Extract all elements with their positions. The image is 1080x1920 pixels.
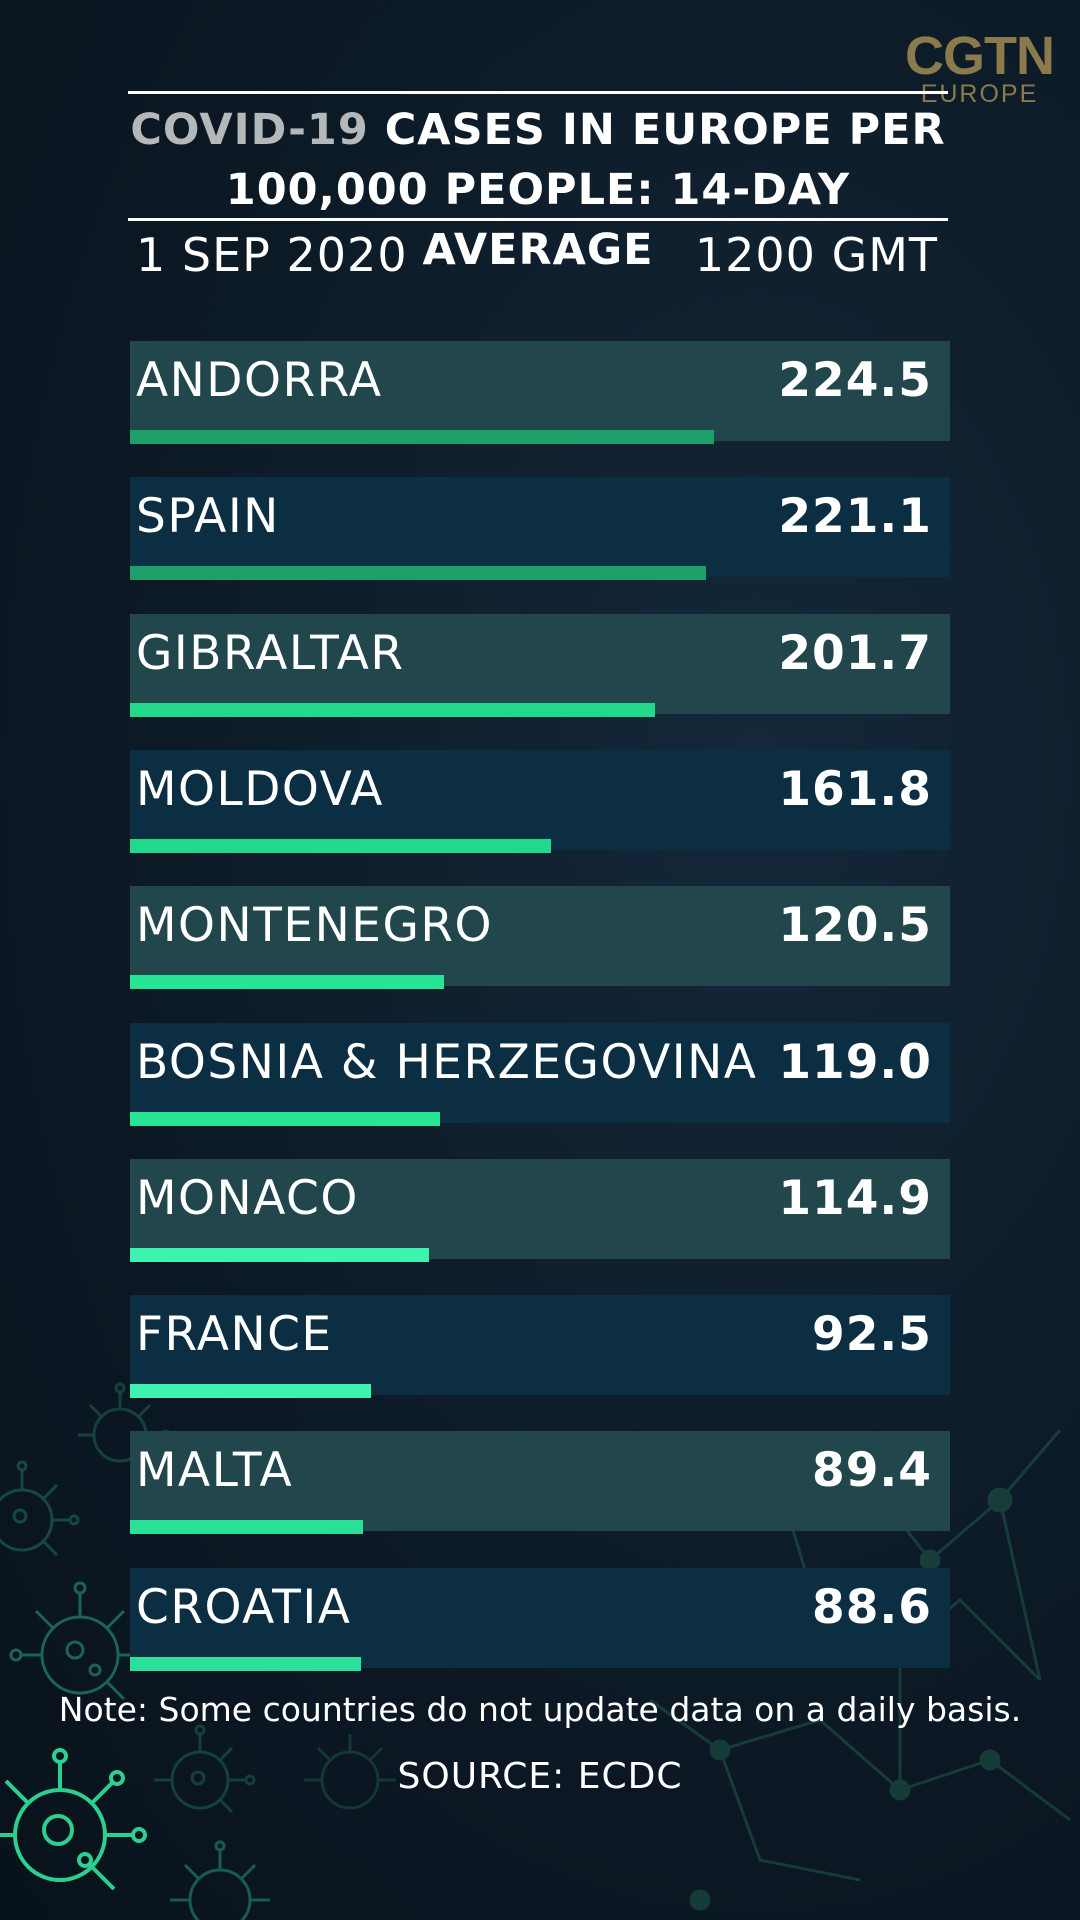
title-highlight: COVID-19 [130,105,369,155]
value-bar [130,838,552,853]
country-label: MONACO [136,1170,359,1226]
country-label: ANDORRA [136,353,383,408]
country-label: MONTENEGRO [136,898,494,954]
chart-title: COVID-19 CASES IN EUROPE PER 100,000 PEO… [128,100,948,280]
source-label: SOURCE: ECDC [397,1756,683,1797]
title-line1-rest: CASES IN EUROPE PER [368,105,946,155]
virus-icon [0,1748,147,1891]
logo-main-text: CGTN [905,26,1055,86]
bar-row: MONTENEGRO 120.5 [130,886,950,990]
virus-icon [9,1581,151,1701]
value-label: 201.7 [778,625,932,681]
virus-icon [170,1840,270,1920]
value-label: 92.5 [812,1307,932,1363]
value-bar [130,975,444,990]
country-label: FRANCE [136,1307,333,1363]
date-label: 1 SEP 2020 [136,228,408,282]
value-label: 114.9 [778,1170,932,1226]
value-bar [130,1384,371,1399]
bar-row: CROATIA 88.6 [130,1567,950,1671]
value-label: 120.5 [778,898,932,954]
value-label: 221.1 [778,489,932,545]
country-label: CROATIA [136,1579,352,1635]
virus-icon [154,1724,256,1814]
country-label: SPAIN [136,489,280,545]
title-top-rule [128,91,948,94]
title-line2: 100,000 PEOPLE: 14-DAY AVERAGE [225,165,851,275]
bar-row: SPAIN 221.1 [130,477,950,581]
bar-row: MONACO 114.9 [130,1158,950,1262]
value-bar [130,566,706,581]
value-label: 224.5 [778,353,932,408]
value-bar [130,430,715,444]
bar-row: GIBRALTAR 201.7 [130,613,950,717]
cgtn-europe-logo: CGTN EUROPE [905,26,1055,108]
value-label: 88.6 [812,1579,932,1635]
virus-icon [304,1734,396,1810]
bar-row: MOLDOVA 161.8 [130,749,950,853]
logo-sub-text: EUROPE [920,80,1039,108]
bar-row: MALTA 89.4 [130,1431,950,1535]
bar-row: BOSNIA & HERZEGOVINA 119.0 [130,1022,950,1126]
value-label: 119.0 [778,1034,932,1090]
country-label: MOLDOVA [136,761,384,817]
value-bar [130,1656,361,1671]
value-label: 161.8 [778,761,932,817]
country-label: BOSNIA & HERZEGOVINA [136,1034,758,1090]
footnote: Note: Some countries do not update data … [58,1690,1022,1729]
time-label: 1200 GMT [694,228,938,282]
country-label: GIBRALTAR [136,625,405,681]
value-bar [130,1247,430,1262]
title-bottom-rule [128,218,948,221]
value-bar [130,702,656,717]
value-bar [130,1520,363,1535]
virus-icon [0,1460,80,1557]
bar-row: ANDORRA 224.5 [130,341,950,444]
bar-row: FRANCE 92.5 [130,1295,950,1399]
country-label: MALTA [136,1443,294,1499]
value-bar [130,1111,440,1126]
value-label: 89.4 [812,1443,932,1499]
